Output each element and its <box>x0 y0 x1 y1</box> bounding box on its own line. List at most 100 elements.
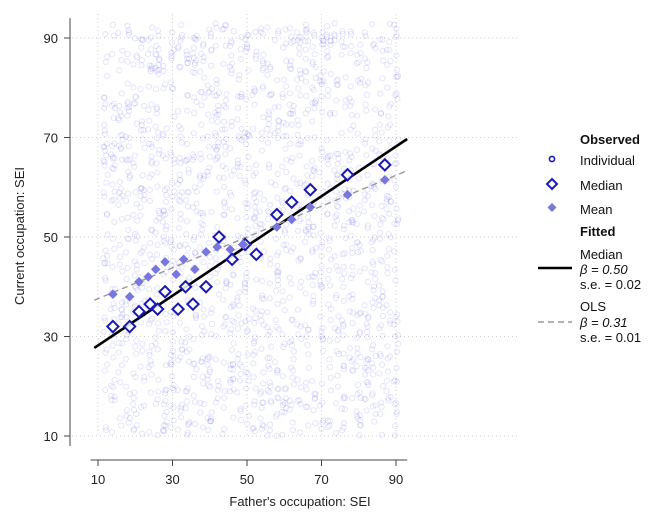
individual-point <box>349 271 356 278</box>
individual-point <box>357 310 364 317</box>
individual-point <box>206 262 213 270</box>
individual-point <box>258 129 265 136</box>
individual-point <box>319 238 326 246</box>
individual-point <box>286 110 293 117</box>
individual-point <box>251 215 258 222</box>
individual-point <box>198 121 205 128</box>
individual-point <box>215 106 222 114</box>
individual-point <box>162 155 169 162</box>
individual-point <box>289 107 296 114</box>
individual-point <box>318 333 325 340</box>
individual-point <box>353 408 360 415</box>
individual-point <box>283 156 290 163</box>
individual-point <box>192 313 199 320</box>
individual-point <box>258 317 265 324</box>
individual-point <box>251 214 258 221</box>
individual-point <box>174 108 182 115</box>
individual-point <box>327 417 334 424</box>
individual-point <box>222 104 230 111</box>
individual-point <box>111 162 118 169</box>
individual-point <box>154 285 161 292</box>
individual-point <box>354 350 361 357</box>
individual-point <box>162 397 169 405</box>
individual-point <box>334 372 341 379</box>
individual-point <box>138 403 145 411</box>
individual-point <box>305 422 312 429</box>
individual-point <box>162 362 169 369</box>
individual-point <box>265 215 272 222</box>
individual-point <box>339 30 346 38</box>
individual-point <box>177 133 184 140</box>
individual-point <box>258 135 265 142</box>
individual-point <box>227 303 235 310</box>
individual-point <box>176 242 183 249</box>
individual-point <box>177 198 184 205</box>
individual-point <box>298 335 305 342</box>
individual-point <box>392 399 400 406</box>
individual-point <box>342 149 349 156</box>
individual-point <box>236 302 243 309</box>
individual-point <box>361 208 368 215</box>
individual-point <box>375 282 383 289</box>
individual-point <box>302 226 309 233</box>
individual-point <box>159 130 166 138</box>
individual-point <box>183 231 190 238</box>
individual-point <box>364 222 372 229</box>
individual-point <box>152 64 159 72</box>
individual-point <box>310 292 317 299</box>
individual-point <box>170 258 177 265</box>
individual-point <box>133 52 140 59</box>
individual-point <box>286 274 293 281</box>
individual-point <box>316 169 323 176</box>
individual-point <box>392 423 399 430</box>
individual-point <box>393 33 400 41</box>
individual-point <box>198 323 206 330</box>
individual-point <box>176 319 184 326</box>
individual-point <box>212 42 219 49</box>
individual-point <box>226 145 234 152</box>
individual-point <box>206 366 213 373</box>
individual-point <box>222 314 229 321</box>
individual-point <box>333 430 340 437</box>
individual-point <box>104 231 111 238</box>
individual-point <box>266 295 273 302</box>
individual-point <box>311 105 318 112</box>
individual-point <box>333 348 341 355</box>
individual-point <box>132 343 139 350</box>
individual-point <box>184 203 191 210</box>
individual-point <box>362 82 369 89</box>
individual-point <box>145 140 152 147</box>
individual-point <box>236 289 243 296</box>
individual-point <box>267 255 274 262</box>
individual-point <box>333 202 341 210</box>
individual-point <box>191 69 198 77</box>
individual-point <box>207 30 214 37</box>
individual-point <box>279 431 286 438</box>
individual-point <box>333 97 340 104</box>
individual-point <box>169 373 176 380</box>
individual-point <box>386 46 393 54</box>
individual-point <box>204 361 211 368</box>
individual-point <box>274 394 281 401</box>
individual-point <box>368 269 375 276</box>
individual-point <box>323 31 330 38</box>
individual-point <box>214 386 221 393</box>
individual-point <box>317 230 324 237</box>
individual-point <box>140 126 147 134</box>
individual-point <box>171 156 178 163</box>
individual-point <box>126 174 133 181</box>
individual-point <box>141 102 148 109</box>
individual-point <box>236 377 244 384</box>
individual-point <box>279 163 286 170</box>
individual-point <box>185 55 192 62</box>
median-marker <box>105 319 120 334</box>
individual-point <box>379 294 386 301</box>
individual-point <box>146 286 153 293</box>
individual-point <box>342 97 349 104</box>
individual-point <box>362 32 369 39</box>
individual-point <box>365 381 372 389</box>
individual-point <box>297 141 304 148</box>
individual-point <box>167 402 174 409</box>
individual-point <box>305 231 312 238</box>
